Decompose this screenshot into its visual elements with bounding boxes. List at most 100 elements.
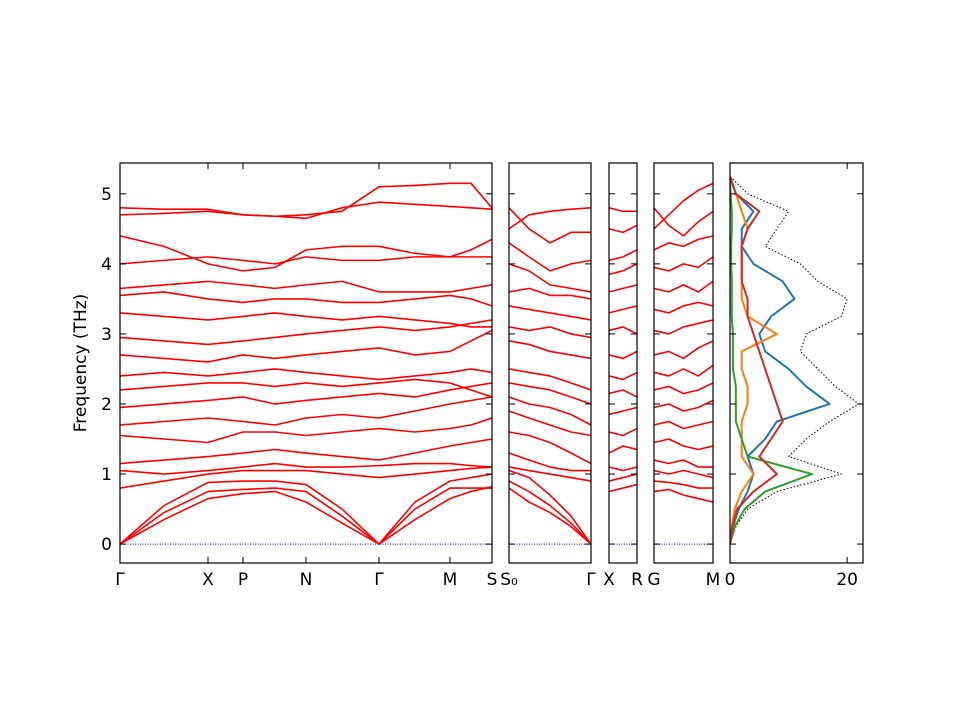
band-line: [120, 329, 492, 363]
y-axis-label: Frequency (THz): [71, 294, 91, 433]
band-line: [120, 487, 492, 545]
x-tick-label: R: [631, 570, 643, 590]
band-line: [609, 389, 637, 398]
band-line: [120, 485, 492, 545]
band-line: [609, 473, 637, 482]
band-line: [654, 480, 713, 489]
plot-area: [654, 182, 713, 545]
band-line: [509, 287, 591, 300]
y-tick-label: 3: [101, 325, 112, 345]
band-line: [609, 371, 637, 381]
panel-frame: [119, 162, 493, 564]
band-line: [609, 406, 637, 416]
band-line: [609, 445, 637, 454]
x-tick-label: 0: [725, 570, 736, 590]
band-line: [120, 182, 492, 218]
y-tick-label: 2: [101, 395, 112, 415]
x-tick-label: N: [300, 570, 313, 590]
band-line: [654, 459, 713, 468]
plot-area: [509, 207, 591, 545]
band-line: [509, 242, 591, 272]
x-tick-label: Γ: [586, 570, 596, 590]
band-line: [120, 368, 492, 381]
band-line: [509, 368, 591, 391]
band-line: [120, 462, 492, 475]
band-line: [654, 182, 713, 230]
band-line: [609, 326, 637, 335]
dos-line: [730, 175, 784, 545]
band-line: [654, 256, 713, 272]
dos-line: [730, 175, 860, 545]
y-tick-label: 4: [101, 255, 112, 275]
plot-area: [730, 175, 860, 545]
band-line: [654, 488, 713, 503]
band-line: [509, 431, 591, 465]
band-line: [609, 284, 637, 293]
band-line: [120, 235, 492, 272]
y-tick-label: 5: [101, 185, 112, 205]
band-line: [120, 396, 492, 426]
plot-area: [609, 207, 637, 545]
panel-frame: [508, 162, 592, 564]
band-line: [509, 480, 591, 545]
band-line: [120, 378, 492, 398]
band-line: [509, 469, 591, 545]
band-line: [120, 280, 492, 293]
dos-line: [730, 176, 814, 545]
band-line: [509, 207, 591, 244]
band-line: [509, 340, 591, 360]
band-line: [120, 382, 492, 409]
band-line: [654, 438, 713, 451]
band-line: [120, 417, 492, 444]
band-line: [120, 312, 492, 328]
y-tick-label: 1: [101, 465, 112, 485]
band-line: [654, 399, 713, 412]
band-line: [509, 263, 591, 293]
band-line: [509, 305, 591, 321]
band-line: [509, 326, 591, 339]
band-line: [509, 382, 591, 405]
band-line: [509, 487, 591, 545]
band-line: [120, 291, 492, 307]
panel-frame: [729, 162, 864, 564]
band-line: [609, 224, 637, 234]
band-line: [609, 350, 637, 360]
band-line: [654, 382, 713, 395]
band-line: [120, 319, 492, 346]
x-tick-label: X: [603, 570, 615, 590]
panel-frame: [653, 162, 714, 564]
x-tick-label: P: [238, 570, 248, 590]
band-line: [609, 305, 637, 314]
band-line: [120, 438, 492, 465]
band-line: [120, 473, 492, 545]
band-line: [654, 235, 713, 251]
band-line: [120, 201, 492, 220]
band-line: [509, 452, 591, 472]
x-tick-label: G: [647, 570, 660, 590]
band-line: [654, 469, 713, 479]
band-line: [509, 396, 591, 426]
band-line: [120, 238, 492, 265]
y-tick-label: 0: [101, 535, 112, 555]
band-line: [509, 466, 591, 482]
band-line: [120, 466, 492, 489]
x-tick-label: X: [202, 570, 214, 590]
x-tick-label: Γ: [115, 570, 125, 590]
panel-frame: [608, 162, 638, 564]
x-tick-label: M: [706, 570, 721, 590]
band-line: [654, 301, 713, 314]
band-line: [654, 207, 713, 237]
x-tick-label: S₀: [500, 570, 518, 590]
x-tick-label: S: [487, 570, 498, 590]
band-line: [609, 263, 637, 276]
band-line: [609, 249, 637, 262]
band-line: [654, 420, 713, 430]
band-line: [609, 483, 637, 493]
band-line: [609, 207, 637, 213]
dos-line: [730, 175, 831, 545]
band-line: [654, 280, 713, 293]
band-line: [654, 364, 713, 377]
x-tick-label: Γ: [374, 570, 384, 590]
